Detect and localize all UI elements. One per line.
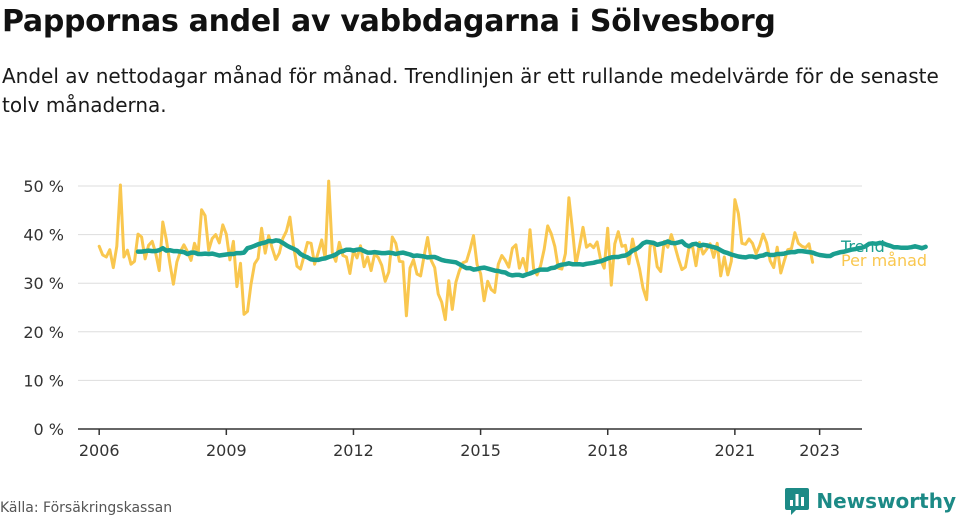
x-tick-label: 2021 (715, 441, 756, 460)
x-tick-label: 2006 (79, 441, 120, 460)
legend-monthly-label: Per månad (841, 251, 927, 270)
x-axis: 2006 2009 2012 2015 2018 2021 2023 (78, 428, 862, 460)
y-tick-label: 30 % (23, 274, 64, 293)
y-tick-label: 40 % (23, 226, 64, 245)
source-note: Källa: Försäkringskassan (0, 500, 173, 516)
y-tick-label: 20 % (23, 323, 64, 342)
x-tick-label: 2018 (587, 441, 628, 460)
y-tick-label: 10 % (23, 371, 64, 390)
chart-subtitle: Andel av nettodagar månad för månad. Tre… (2, 64, 939, 117)
x-tick-label: 2012 (333, 441, 374, 460)
series-lines (97, 179, 928, 322)
legend-trend-label: Trend (840, 237, 885, 256)
newsworthy-logo-icon (785, 488, 810, 515)
line-chart: 0 % 10 % 20 % 30 % 40 % 50 % 2006 2009 2012 2015… (23, 177, 928, 460)
monthly-share-line (97, 179, 815, 322)
y-tick-label: 0 % (34, 420, 64, 439)
trend-line (135, 238, 928, 279)
grid-lines (78, 185, 862, 381)
brand-name: Newsworthy (816, 489, 956, 513)
x-tick-label: 2009 (206, 441, 247, 460)
y-axis-labels: 0 % 10 % 20 % 30 % 40 % 50 % (23, 177, 64, 439)
y-tick-label: 50 % (23, 177, 64, 196)
x-tick-label: 2023 (799, 441, 840, 460)
x-tick-label: 2015 (460, 441, 501, 460)
series-labels: Trend Per månad (840, 237, 927, 270)
brand-logo: Newsworthy (784, 486, 956, 516)
chart-title: Pappornas andel av vabbdagarna i Sölvesb… (2, 4, 776, 39)
